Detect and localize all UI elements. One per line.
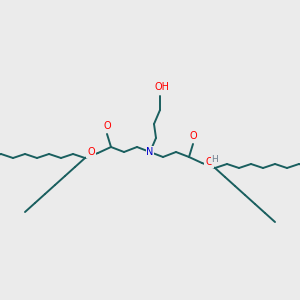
Text: OH: OH — [154, 82, 169, 92]
Text: O: O — [103, 121, 111, 131]
Text: H: H — [212, 154, 218, 164]
Text: O: O — [189, 131, 197, 141]
Text: O: O — [87, 147, 95, 157]
Text: N: N — [146, 147, 154, 157]
Text: O: O — [205, 157, 213, 167]
